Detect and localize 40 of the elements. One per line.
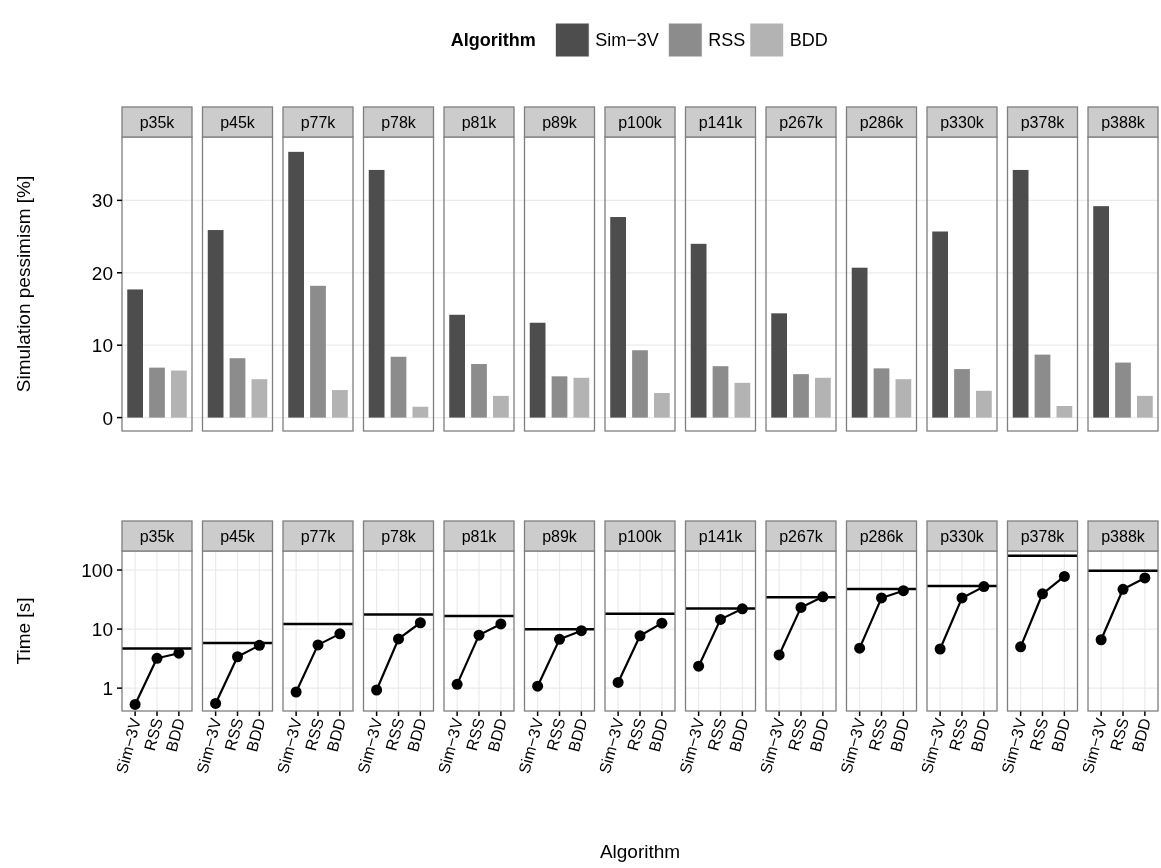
- x-tick-label: p388k: [1101, 114, 1146, 131]
- y-tick-label: 0: [102, 407, 113, 429]
- x-tick-label: p286k: [859, 114, 905, 131]
- x-tick-label: p35k: [139, 114, 176, 131]
- y-tick-label: 30: [91, 190, 113, 212]
- chart-title: p378k: [1020, 528, 1066, 545]
- x-tick-label: p89k: [542, 114, 578, 131]
- legend-title: Algorithm: [450, 30, 536, 50]
- chart-title: p77k: [300, 528, 337, 545]
- y-axis-title: Simulation pessimism [%]: [13, 175, 34, 393]
- chart-title: p81k: [461, 528, 498, 545]
- x-tick-label: p100k: [618, 114, 663, 131]
- x-tick-label: p81k: [461, 114, 498, 131]
- x-tick-label: p267k: [779, 114, 824, 131]
- x-tick-label: p45k: [220, 114, 256, 131]
- chart-title: p89k: [542, 528, 578, 545]
- chart-title: p100k: [618, 528, 663, 545]
- chart-title: p78k: [381, 528, 417, 545]
- chart-title: p267k: [779, 528, 824, 545]
- chart-title: p330k: [940, 528, 985, 545]
- x-tick-label: p77k: [300, 114, 337, 131]
- chart-title: p286k: [859, 528, 905, 545]
- chart-title: p35k: [139, 528, 176, 545]
- legend-label: RSS: [708, 30, 746, 50]
- x-tick-label: p330k: [940, 114, 985, 131]
- y-tick-label: 10: [91, 335, 113, 357]
- y-tick-label: 100: [81, 560, 113, 582]
- chart-title: p141k: [698, 528, 744, 545]
- y-tick-label: 20: [91, 262, 113, 284]
- x-tick-label: p78k: [381, 114, 417, 131]
- x-axis-title: Algorithm: [599, 841, 681, 862]
- legend-label: Sim−3V: [595, 30, 659, 50]
- y-tick-label: 10: [91, 619, 113, 641]
- legend-label: BDD: [789, 30, 828, 50]
- x-tick-label: p378k: [1020, 114, 1066, 131]
- y-axis-title: Time [s]: [13, 597, 34, 665]
- y-tick-label: 1: [102, 678, 113, 700]
- x-tick-label: p141k: [698, 114, 744, 131]
- chart-title: p45k: [220, 528, 256, 545]
- chart-title: p388k: [1101, 528, 1146, 545]
